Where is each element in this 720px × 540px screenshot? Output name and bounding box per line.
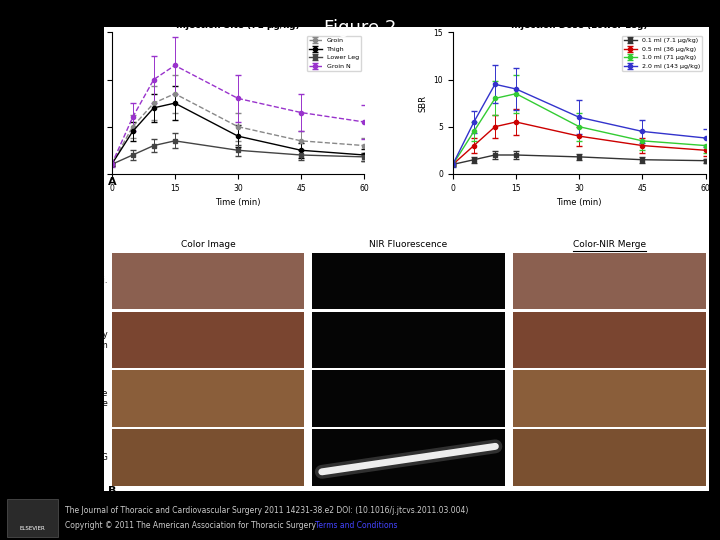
- Text: ICG: ICG: [93, 453, 108, 462]
- Title: Injection Site (71 µg/kg): Injection Site (71 µg/kg): [176, 21, 300, 30]
- X-axis label: Time (min): Time (min): [557, 198, 602, 207]
- Text: Copyright © 2011 The American Association for Thoracic Surgery: Copyright © 2011 The American Associatio…: [65, 521, 318, 530]
- Text: B: B: [108, 486, 117, 496]
- Y-axis label: SBR: SBR: [78, 94, 86, 112]
- Y-axis label: SBR: SBR: [419, 94, 428, 112]
- Text: ELSEVIER: ELSEVIER: [19, 526, 45, 531]
- Text: NIR Fluorescence: NIR Fluorescence: [369, 240, 448, 249]
- Text: Terms and Conditions: Terms and Conditions: [315, 521, 398, 530]
- Legend: 0.1 ml (7.1 µg/kg), 0.5 ml (36 µg/kg), 1.0 ml (71 µg/kg), 2.0 ml (143 µg/kg): 0.1 ml (7.1 µg/kg), 0.5 ml (36 µg/kg), 1…: [622, 36, 703, 71]
- Legend: Groin, Thigh, Lower Leg, Groin N: Groin, Thigh, Lower Leg, Groin N: [307, 36, 361, 71]
- Text: Heavy
Cream: Heavy Cream: [80, 330, 108, 349]
- Text: The Journal of Thoracic and Cardiovascular Surgery 2011 14231-38.e2 DOI: (10.101: The Journal of Thoracic and Cardiovascul…: [65, 505, 468, 515]
- Text: Color Image: Color Image: [181, 240, 235, 249]
- Text: Pre-Inj.: Pre-Inj.: [78, 276, 108, 286]
- Text: Figure 2: Figure 2: [324, 19, 396, 37]
- Text: A: A: [108, 177, 117, 186]
- Text: Methylene
Blue: Methylene Blue: [63, 389, 108, 408]
- Text: Color-NIR Merge: Color-NIR Merge: [572, 240, 646, 249]
- Title: Injection Dose (Lower Leg): Injection Dose (Lower Leg): [511, 21, 647, 30]
- X-axis label: Time (min): Time (min): [215, 198, 261, 207]
